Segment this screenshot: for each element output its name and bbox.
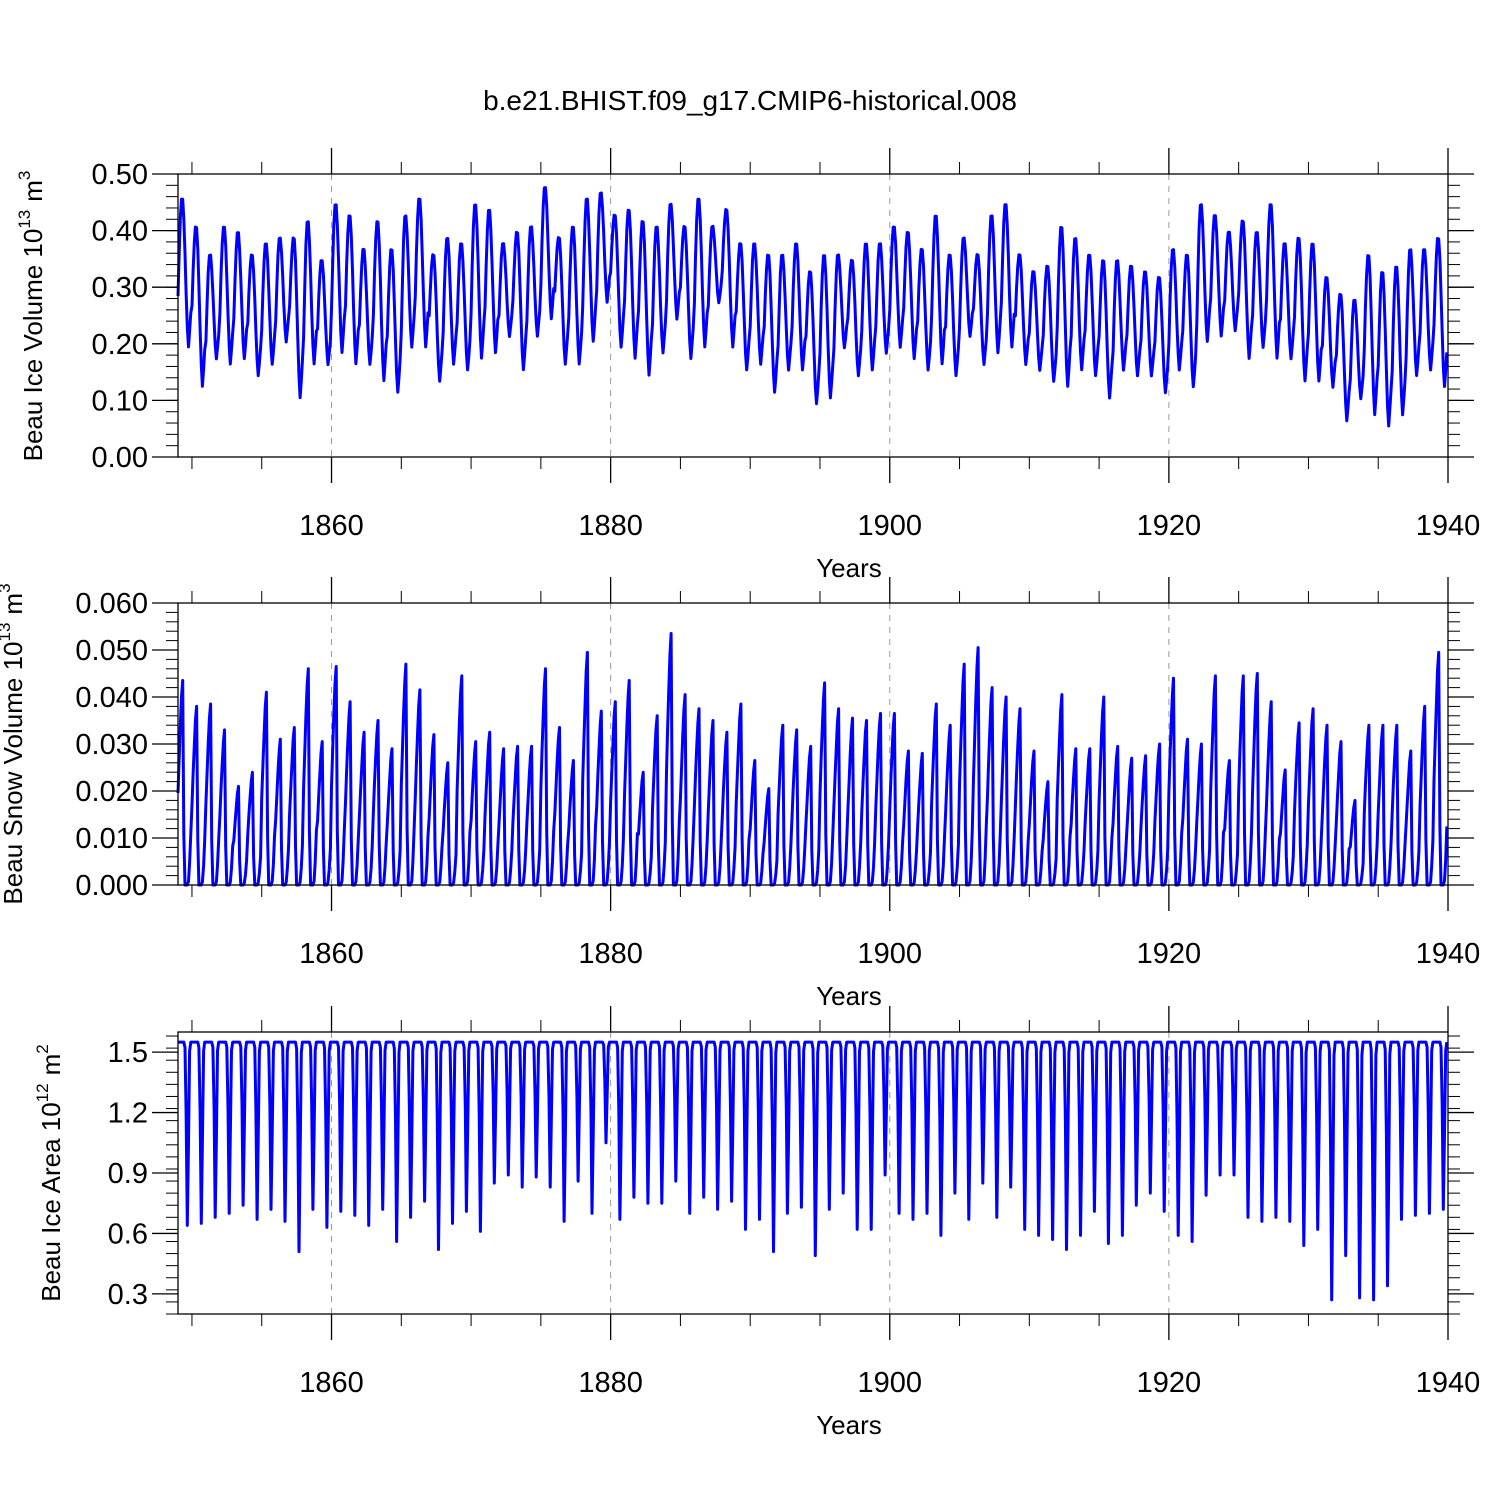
y-axis-title-part: Beau Ice Area 10 (36, 1102, 66, 1301)
y-axis-title-part: 2 (33, 1044, 52, 1053)
y-axis-title: Beau Ice Volume 1013 m3 (15, 171, 48, 462)
y-axis-title-part: Beau Snow Volume 10 (0, 641, 28, 904)
x-tick-label: 1860 (299, 938, 364, 970)
y-tick-label: 0.9 (108, 1158, 148, 1190)
plot-frame (177, 173, 1449, 458)
y-axis-title: Beau Snow Volume 1013 m3 (0, 583, 28, 904)
y-axis-title-part: 12 (33, 1083, 52, 1102)
x-axis-title: Years (816, 553, 882, 583)
x-tick-label: 1940 (1416, 510, 1481, 542)
y-tick-label: 0.020 (75, 776, 148, 808)
series-line (176, 186, 1449, 428)
x-tick-label: 1920 (1137, 938, 1202, 970)
y-axis-title-part: 3 (0, 583, 14, 592)
y-axis-title-part: 13 (15, 210, 34, 229)
x-tick-label: 1880 (578, 1367, 643, 1399)
series-line (176, 632, 1449, 887)
y-tick-label: 0.6 (108, 1218, 148, 1250)
y-axis-title-part: m (0, 593, 28, 615)
y-axis-title-part: 13 (0, 623, 14, 642)
chart-title: b.e21.BHIST.f09_g17.CMIP6-historical.008 (483, 85, 1017, 116)
x-tick-label: 1920 (1137, 1367, 1202, 1399)
x-tick-label: 1940 (1416, 1367, 1481, 1399)
y-tick-label: 0.050 (75, 635, 148, 667)
panel-snow-volume: 0.000 0.010 0.020 0.030 0.040 0.050 0.060 1860 1… (0, 577, 1480, 1011)
y-tick-label: 0.50 (92, 159, 148, 191)
x-axis-title: Years (816, 1410, 882, 1440)
y-tick-label: 1.2 (108, 1098, 148, 1130)
x-tick-label: 1900 (858, 510, 923, 542)
x-tick-label: 1880 (578, 510, 643, 542)
y-axis-title-part: m (18, 180, 48, 202)
y-tick-label: 0.00 (92, 442, 148, 474)
y-axis-title-part: 3 (15, 171, 34, 180)
y-tick-label: 0.20 (92, 329, 148, 361)
y-tick-label: 1.5 (108, 1037, 148, 1069)
y-tick-label: 0.10 (92, 385, 148, 417)
y-tick-label: 0.010 (75, 823, 148, 855)
x-tick-label: 1940 (1416, 938, 1481, 970)
y-tick-label: 0.040 (75, 682, 148, 714)
x-tick-label: 1900 (858, 1367, 923, 1399)
x-tick-label: 1920 (1137, 510, 1202, 542)
x-tick-label: 1880 (578, 938, 643, 970)
y-tick-label: 0.3 (108, 1279, 148, 1311)
series-line (177, 1040, 1449, 1302)
y-axis-title-part: m (36, 1054, 66, 1076)
x-axis-title: Years (816, 981, 882, 1011)
panel-ice-area: 0.3 0.6 0.9 1.2 1.5 1860 1880 1900 1920 1940 Years… (33, 1006, 1480, 1440)
y-tick-label: 0.30 (92, 272, 148, 304)
x-tick-label: 1860 (299, 510, 364, 542)
y-tick-label: 0.030 (75, 729, 148, 761)
x-tick-label: 1900 (858, 938, 923, 970)
y-axis-title-part: Beau Ice Volume 10 (18, 229, 48, 462)
y-axis-title: Beau Ice Area 1012 m2 (33, 1044, 66, 1302)
y-tick-label: 0.40 (92, 216, 148, 248)
panel-ice-volume: 0.00 0.10 0.20 0.30 0.40 0.50 1860 1880 1900 1920… (15, 148, 1480, 583)
x-tick-label: 1860 (299, 1367, 364, 1399)
y-tick-label: 0.000 (75, 870, 148, 902)
y-tick-label: 0.060 (75, 588, 148, 620)
